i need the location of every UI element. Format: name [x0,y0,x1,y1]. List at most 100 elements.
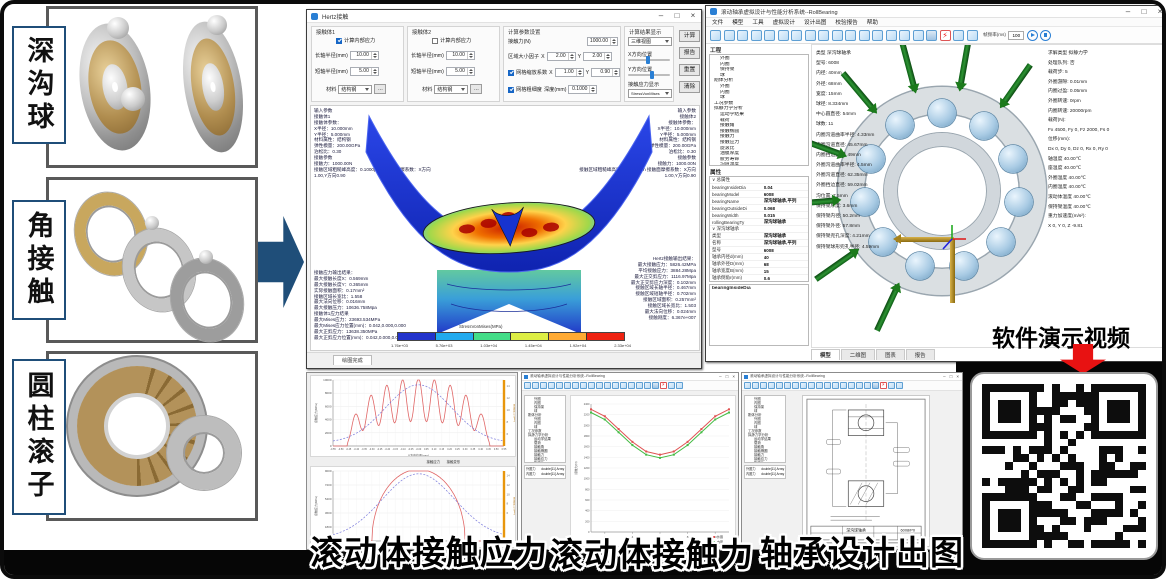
view-tab[interactable]: 图表 [875,349,905,360]
status-tab[interactable]: 绘图完成 [333,355,372,365]
minor-radius-spinner[interactable]: 5.00 [445,67,475,76]
property-row[interactable]: rollingBearingTy 深沟球轴承 [710,219,808,226]
material-icon[interactable] [966,29,978,41]
minor-radius-spinner[interactable]: 5.00 [349,67,379,76]
fit-icon[interactable] [791,29,802,41]
tree-item[interactable]: 内圈 [720,61,730,67]
property-row[interactable]: 轴承外径D(mm) 68 [710,261,808,268]
region-y-spinner[interactable]: 2.00 [583,52,613,61]
depth-spinner[interactable]: 0.1000 [568,85,598,94]
property-row[interactable]: ∨ 深沟球轴承 [710,226,808,233]
new-icon[interactable] [710,29,721,41]
view-back-icon[interactable] [858,29,870,41]
gear-icon[interactable] [953,29,964,41]
tree-item[interactable]: 油膜厚度 [720,151,740,157]
solve-bolt-icon[interactable]: ⚡ [939,29,951,41]
stress-display-dropdown[interactable]: StressVonMises [628,89,672,98]
menu-item[interactable]: 虚拟设计 [772,20,795,26]
tree-item[interactable]: 接触角 [720,123,735,129]
tree-item[interactable]: 外圈 [720,56,730,61]
internal-stress-checkbox[interactable] [432,37,438,44]
minimize-icon[interactable]: – [1125,6,1131,16]
maximize-icon[interactable]: □ [1141,6,1147,16]
major-radius-spinner[interactable]: 10.00 [445,51,475,60]
tree-item[interactable]: 接触力 [720,134,735,140]
view-tab[interactable]: 二维图 [840,349,875,360]
x-position-slider[interactable] [628,56,670,64]
property-row[interactable]: 轴承宽度B(mm) 15 [710,268,808,275]
property-row[interactable]: bearingModel 6008 [710,191,808,198]
model-3d-view[interactable]: 类型 深沟球轴承 型号: 6008 内径: 40mm 外径: 68mm 宽度: 15mm… [811,44,1162,348]
mesh-fine-checkbox[interactable] [508,86,514,93]
view-tab[interactable]: 报告 [905,349,935,360]
material-more-button[interactable]: ... [374,84,387,94]
tree-item[interactable]: 疲劳寿命 [720,156,740,162]
tree-item[interactable]: 拟静力学分析 [714,106,743,112]
material-dropdown[interactable]: 结构钢 [434,84,469,94]
view-top-icon[interactable] [899,29,910,41]
clear-button[interactable]: 清除 [679,81,700,93]
tree-item[interactable]: 保持架 [720,67,735,73]
stop-icon[interactable] [1040,29,1052,41]
export-icon[interactable] [750,29,762,41]
globe-icon[interactable] [818,29,829,41]
view-right-icon[interactable] [885,29,897,41]
mesh-y-spinner[interactable]: 0.90 [591,68,621,77]
tree-item[interactable]: 内圈 [720,89,730,95]
major-radius-spinner[interactable]: 10.00 [349,51,379,60]
menu-item[interactable]: 帮助 [866,20,878,26]
property-row[interactable]: 轴承内径d(mm) 40 [710,254,808,261]
property-row[interactable]: 轴承倒角r(mm) 0.6 [710,275,808,281]
print-icon[interactable] [926,29,937,41]
tree-item[interactable]: 球 [720,95,725,101]
mesh-scale-checkbox[interactable] [508,69,514,76]
minimize-icon[interactable]: – [658,11,664,20]
y-position-slider[interactable] [628,71,670,79]
rotate-icon[interactable] [777,29,789,41]
calculate-button[interactable]: 计算 [679,30,700,42]
tree-item[interactable]: 接触椭圆 [720,128,740,134]
internal-stress-checkbox[interactable] [336,37,342,44]
close-icon[interactable]: × [690,11,696,20]
tree-item[interactable]: 刚体分析 [714,78,734,84]
property-row[interactable]: 型号 6008 [710,247,808,254]
report-button[interactable]: 报告 [679,47,700,59]
view-tab[interactable]: 模型 [811,349,840,360]
view-front-icon[interactable] [845,29,856,41]
save-icon[interactable] [737,29,748,41]
property-row[interactable]: bearingWidth 0.015 [710,212,808,219]
tree-item[interactable]: 球 [720,72,725,78]
play-icon[interactable] [1026,29,1038,41]
tree-item[interactable]: 工况参数 [714,100,734,106]
property-row[interactable]: 名称 深沟球轴承,平列 [710,240,808,247]
property-row[interactable]: bearingName 深沟球轴承,平列 [710,198,808,205]
material-dropdown[interactable]: 结构钢 [338,84,373,94]
mesh-x-spinner[interactable]: 1.00 [554,68,584,77]
view-bottom-icon[interactable] [912,29,924,41]
menu-item[interactable]: 设计出图 [804,20,827,26]
property-row[interactable]: ∨ 总属性 [710,177,808,184]
view-iso-icon[interactable] [831,29,843,41]
reset-button[interactable]: 重置 [679,64,700,76]
tree-item[interactable]: 沟道温度 [720,162,740,166]
property-row[interactable]: 类型 深沟球轴承 [710,233,808,240]
close-icon[interactable]: × [1157,6,1163,16]
menu-item[interactable]: 校验报告 [835,20,858,26]
region-x-spinner[interactable]: 2.00 [546,52,576,61]
contact-force-spinner[interactable]: 1000.00 [586,37,618,46]
maximize-icon[interactable]: □ [674,11,680,20]
zoom-icon[interactable] [804,29,816,41]
menu-item[interactable]: 文件 [712,20,724,26]
menu-item[interactable]: 模型 [732,20,744,26]
property-row[interactable]: bearingOutsideDi 0.068 [710,205,808,212]
tree-item[interactable]: 外圈 [720,83,730,89]
property-row[interactable]: bearingInsideDia 0.04 [710,184,808,191]
material-more-button[interactable]: ... [470,84,483,94]
view-mode-dropdown[interactable]: 三维视图 [628,37,672,46]
tree-item[interactable]: 运动学结果 [720,111,744,117]
tree-item[interactable]: 旋滚比 [720,145,735,151]
view-left-icon[interactable] [872,29,883,41]
pan-icon[interactable] [764,29,775,41]
tree-item[interactable]: 载荷 [720,117,730,123]
open-icon[interactable] [723,29,735,41]
